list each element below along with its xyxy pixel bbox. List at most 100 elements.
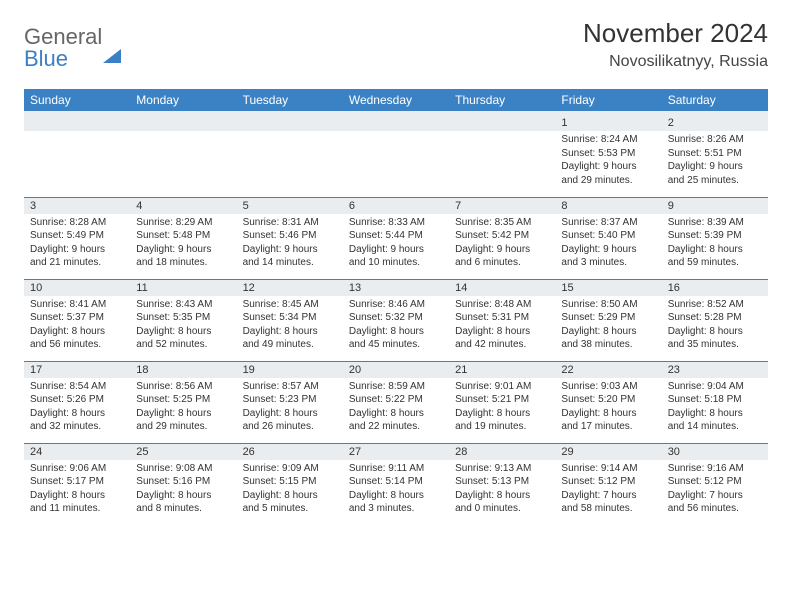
day-content: Sunrise: 8:39 AMSunset: 5:39 PMDaylight:…: [662, 214, 768, 274]
logo-blue: Blue: [24, 46, 68, 71]
day-content: Sunrise: 8:24 AMSunset: 5:53 PMDaylight:…: [555, 131, 661, 191]
calendar-cell: 21Sunrise: 9:01 AMSunset: 5:21 PMDayligh…: [449, 361, 555, 443]
calendar-page: General Blue November 2024 Novosilikatny…: [0, 0, 792, 549]
calendar-cell: 7Sunrise: 8:35 AMSunset: 5:42 PMDaylight…: [449, 197, 555, 279]
calendar-cell: 8Sunrise: 8:37 AMSunset: 5:40 PMDaylight…: [555, 197, 661, 279]
calendar-body: 1Sunrise: 8:24 AMSunset: 5:53 PMDaylight…: [24, 111, 768, 525]
day-content: Sunrise: 9:13 AMSunset: 5:13 PMDaylight:…: [449, 460, 555, 520]
calendar-cell: [24, 115, 130, 197]
day-content: Sunrise: 8:29 AMSunset: 5:48 PMDaylight:…: [130, 214, 236, 274]
weekday-header: Sunday: [24, 89, 130, 111]
day-number: 23: [662, 362, 768, 378]
weekday-header: Friday: [555, 89, 661, 111]
calendar-cell: 26Sunrise: 9:09 AMSunset: 5:15 PMDayligh…: [237, 443, 343, 525]
logo-text: General Blue: [24, 26, 121, 70]
day-content: Sunrise: 8:35 AMSunset: 5:42 PMDaylight:…: [449, 214, 555, 274]
calendar-row: 24Sunrise: 9:06 AMSunset: 5:17 PMDayligh…: [24, 443, 768, 525]
day-number: 30: [662, 444, 768, 460]
day-number: 29: [555, 444, 661, 460]
day-number: 1: [555, 115, 661, 131]
calendar-cell: 22Sunrise: 9:03 AMSunset: 5:20 PMDayligh…: [555, 361, 661, 443]
day-content: Sunrise: 8:52 AMSunset: 5:28 PMDaylight:…: [662, 296, 768, 356]
weekday-header: Monday: [130, 89, 236, 111]
calendar-cell: [237, 115, 343, 197]
calendar-cell: [130, 115, 236, 197]
day-content: Sunrise: 8:31 AMSunset: 5:46 PMDaylight:…: [237, 214, 343, 274]
day-content: Sunrise: 8:56 AMSunset: 5:25 PMDaylight:…: [130, 378, 236, 438]
day-content: Sunrise: 9:09 AMSunset: 5:15 PMDaylight:…: [237, 460, 343, 520]
weekday-header: Thursday: [449, 89, 555, 111]
calendar-cell: 9Sunrise: 8:39 AMSunset: 5:39 PMDaylight…: [662, 197, 768, 279]
title-block: November 2024 Novosilikatnyy, Russia: [583, 18, 768, 71]
day-number-empty: [449, 115, 555, 131]
day-content: Sunrise: 9:03 AMSunset: 5:20 PMDaylight:…: [555, 378, 661, 438]
calendar-row: 10Sunrise: 8:41 AMSunset: 5:37 PMDayligh…: [24, 279, 768, 361]
calendar-cell: 30Sunrise: 9:16 AMSunset: 5:12 PMDayligh…: [662, 443, 768, 525]
calendar-cell: 20Sunrise: 8:59 AMSunset: 5:22 PMDayligh…: [343, 361, 449, 443]
calendar-cell: 2Sunrise: 8:26 AMSunset: 5:51 PMDaylight…: [662, 115, 768, 197]
calendar-cell: 27Sunrise: 9:11 AMSunset: 5:14 PMDayligh…: [343, 443, 449, 525]
day-number: 16: [662, 280, 768, 296]
calendar-cell: 10Sunrise: 8:41 AMSunset: 5:37 PMDayligh…: [24, 279, 130, 361]
calendar-cell: 24Sunrise: 9:06 AMSunset: 5:17 PMDayligh…: [24, 443, 130, 525]
day-content: Sunrise: 8:50 AMSunset: 5:29 PMDaylight:…: [555, 296, 661, 356]
day-content: Sunrise: 9:08 AMSunset: 5:16 PMDaylight:…: [130, 460, 236, 520]
day-number: 14: [449, 280, 555, 296]
calendar-cell: 17Sunrise: 8:54 AMSunset: 5:26 PMDayligh…: [24, 361, 130, 443]
calendar-cell: 19Sunrise: 8:57 AMSunset: 5:23 PMDayligh…: [237, 361, 343, 443]
calendar-cell: 23Sunrise: 9:04 AMSunset: 5:18 PMDayligh…: [662, 361, 768, 443]
day-number: 25: [130, 444, 236, 460]
calendar-cell: 12Sunrise: 8:45 AMSunset: 5:34 PMDayligh…: [237, 279, 343, 361]
day-number: 19: [237, 362, 343, 378]
page-title: November 2024: [583, 18, 768, 49]
day-content: Sunrise: 8:41 AMSunset: 5:37 PMDaylight:…: [24, 296, 130, 356]
day-content: Sunrise: 8:28 AMSunset: 5:49 PMDaylight:…: [24, 214, 130, 274]
day-content: Sunrise: 8:26 AMSunset: 5:51 PMDaylight:…: [662, 131, 768, 191]
day-number-empty: [343, 115, 449, 131]
day-number-empty: [237, 115, 343, 131]
weekday-header: Tuesday: [237, 89, 343, 111]
day-number: 3: [24, 198, 130, 214]
calendar-cell: [343, 115, 449, 197]
calendar-cell: 18Sunrise: 8:56 AMSunset: 5:25 PMDayligh…: [130, 361, 236, 443]
day-number: 10: [24, 280, 130, 296]
calendar-cell: 13Sunrise: 8:46 AMSunset: 5:32 PMDayligh…: [343, 279, 449, 361]
weekday-header: Saturday: [662, 89, 768, 111]
day-number: 2: [662, 115, 768, 131]
logo-triangle-icon: [103, 24, 121, 63]
calendar-cell: 1Sunrise: 8:24 AMSunset: 5:53 PMDaylight…: [555, 115, 661, 197]
day-number: 28: [449, 444, 555, 460]
day-content: Sunrise: 8:45 AMSunset: 5:34 PMDaylight:…: [237, 296, 343, 356]
weekday-header: Wednesday: [343, 89, 449, 111]
calendar-cell: 15Sunrise: 8:50 AMSunset: 5:29 PMDayligh…: [555, 279, 661, 361]
header-row: General Blue November 2024 Novosilikatny…: [24, 18, 768, 71]
calendar-table: SundayMondayTuesdayWednesdayThursdayFrid…: [24, 89, 768, 525]
day-number: 4: [130, 198, 236, 214]
calendar-cell: 5Sunrise: 8:31 AMSunset: 5:46 PMDaylight…: [237, 197, 343, 279]
calendar-row: 3Sunrise: 8:28 AMSunset: 5:49 PMDaylight…: [24, 197, 768, 279]
day-number: 20: [343, 362, 449, 378]
calendar-head: SundayMondayTuesdayWednesdayThursdayFrid…: [24, 89, 768, 111]
calendar-cell: 6Sunrise: 8:33 AMSunset: 5:44 PMDaylight…: [343, 197, 449, 279]
day-content: Sunrise: 8:57 AMSunset: 5:23 PMDaylight:…: [237, 378, 343, 438]
day-content: Sunrise: 9:06 AMSunset: 5:17 PMDaylight:…: [24, 460, 130, 520]
day-content: Sunrise: 9:11 AMSunset: 5:14 PMDaylight:…: [343, 460, 449, 520]
day-number: 5: [237, 198, 343, 214]
calendar-cell: 11Sunrise: 8:43 AMSunset: 5:35 PMDayligh…: [130, 279, 236, 361]
calendar-cell: [449, 115, 555, 197]
day-content: Sunrise: 8:54 AMSunset: 5:26 PMDaylight:…: [24, 378, 130, 438]
day-content: Sunrise: 8:48 AMSunset: 5:31 PMDaylight:…: [449, 296, 555, 356]
day-content: Sunrise: 9:14 AMSunset: 5:12 PMDaylight:…: [555, 460, 661, 520]
calendar-row: 17Sunrise: 8:54 AMSunset: 5:26 PMDayligh…: [24, 361, 768, 443]
day-content: Sunrise: 8:37 AMSunset: 5:40 PMDaylight:…: [555, 214, 661, 274]
day-number: 6: [343, 198, 449, 214]
calendar-cell: 3Sunrise: 8:28 AMSunset: 5:49 PMDaylight…: [24, 197, 130, 279]
page-subtitle: Novosilikatnyy, Russia: [583, 53, 768, 71]
day-content: Sunrise: 8:43 AMSunset: 5:35 PMDaylight:…: [130, 296, 236, 356]
day-number: 22: [555, 362, 661, 378]
day-number: 9: [662, 198, 768, 214]
calendar-cell: 14Sunrise: 8:48 AMSunset: 5:31 PMDayligh…: [449, 279, 555, 361]
calendar-cell: 4Sunrise: 8:29 AMSunset: 5:48 PMDaylight…: [130, 197, 236, 279]
day-content: Sunrise: 9:16 AMSunset: 5:12 PMDaylight:…: [662, 460, 768, 520]
day-number: 26: [237, 444, 343, 460]
